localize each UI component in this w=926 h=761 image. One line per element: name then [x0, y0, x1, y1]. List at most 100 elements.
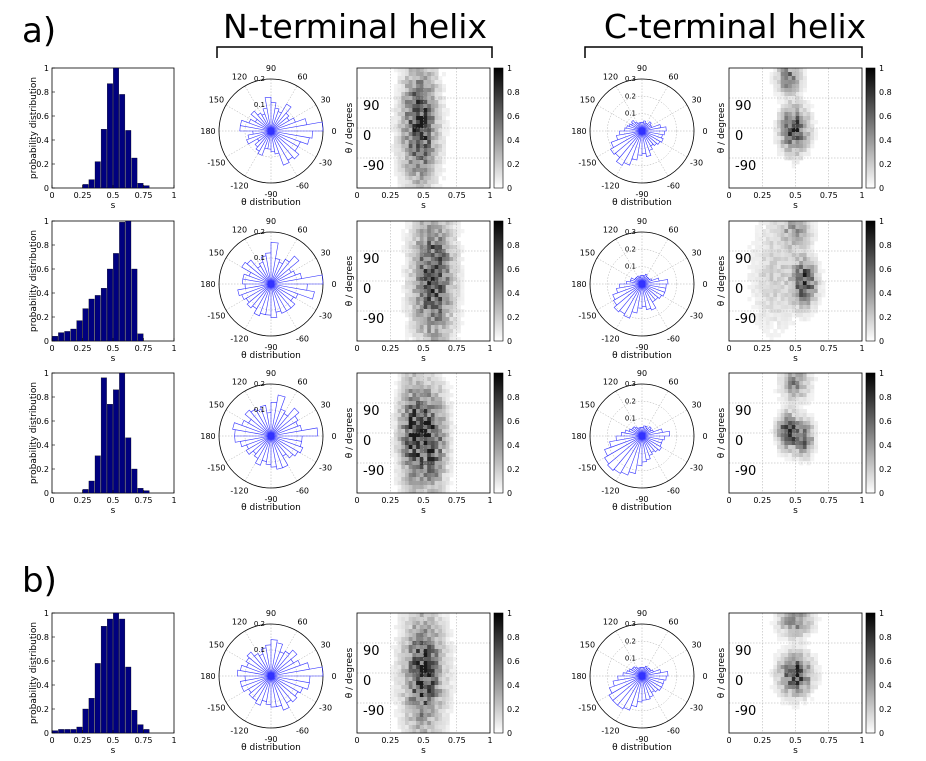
heatmap-cell: [788, 313, 793, 318]
heatmap-cell: [401, 229, 406, 234]
heatmap-cell: [430, 649, 435, 654]
heatmap-cell: [405, 68, 409, 73]
heatmap-cell: [769, 257, 774, 262]
heatmap-cell: [773, 273, 778, 278]
heatmap-cell: [449, 709, 454, 714]
polar-angle-label: 0: [702, 432, 707, 441]
heatmap-cell: [430, 225, 435, 230]
heatmap-cell: [419, 225, 424, 230]
heatmap-cell: [438, 76, 443, 81]
heatmap-cell: [434, 637, 439, 642]
colorbar-tick-label: 0.2: [507, 160, 520, 169]
heatmap-cell: [405, 136, 409, 141]
heatmap-cell: [445, 465, 450, 470]
heatmap-cell: [438, 421, 443, 426]
histogram-bar: [143, 490, 150, 494]
polar-angle-label: 180: [200, 127, 215, 136]
heatmap-cell: [427, 317, 432, 322]
heatmap-cell: [393, 409, 398, 414]
polar-x-label: θ distribution: [612, 743, 672, 753]
heatmap-cell: [442, 397, 446, 402]
heatmap-cell: [751, 261, 756, 266]
heatmap-cell: [438, 669, 443, 674]
heatmap-cell: [791, 257, 796, 262]
heatmap-cell: [419, 449, 424, 454]
histogram-bar: [100, 129, 107, 189]
heatmap-cell: [401, 84, 406, 89]
heatmap-cell: [434, 104, 439, 109]
heatmap-cell: [423, 621, 428, 626]
heatmap-cell: [408, 693, 413, 698]
heatmap-cell: [408, 697, 413, 702]
heatmap-cell: [758, 221, 763, 226]
heatmap-cell: [788, 265, 793, 270]
heatmap-cell: [791, 84, 796, 89]
heatmap-cell: [393, 709, 398, 714]
heatmap-cell: [453, 281, 458, 286]
heatmap-cell: [806, 433, 811, 438]
y-tick-label: 0: [44, 489, 49, 498]
heatmap-cell: [780, 381, 785, 386]
heatmap-cell: [449, 669, 454, 674]
heatmap-cell: [784, 657, 789, 662]
heatmap-cell: [408, 645, 413, 650]
heatmap-cell: [780, 397, 785, 402]
heatmap-cell: [799, 421, 804, 426]
heatmap-cell: [434, 313, 439, 318]
y-tick-label: 0.6: [36, 417, 49, 426]
heatmap-cell: [810, 413, 815, 418]
heatmap-cell: [762, 257, 767, 262]
heatmap-cell: [791, 645, 796, 650]
heatmap-cell: [765, 229, 770, 234]
heatmap-cell: [754, 261, 759, 266]
heatmap-cell: [408, 281, 413, 286]
heatmap-cell: [799, 425, 804, 430]
heatmap-cell: [453, 309, 458, 314]
heatmap-cell: [397, 713, 402, 718]
heatmap-cell: [769, 233, 774, 238]
heatmap-cell: [434, 393, 439, 398]
heatmap-cell: [773, 72, 778, 77]
heatmap-cell: [401, 273, 406, 278]
polar-rose: [236, 639, 324, 711]
heatmap-cell: [765, 237, 770, 242]
heatmap-cell: [401, 677, 406, 682]
heatmap-cell: [791, 453, 796, 458]
histogram-bar: [131, 710, 138, 734]
heatmap-cell: [784, 441, 789, 446]
heatmap-cell: [442, 629, 446, 634]
heatmap-y-tick-label: -90: [735, 464, 756, 479]
heatmap-cell: [430, 433, 435, 438]
heatmap-cell: [405, 725, 409, 730]
heatmap-cell: [445, 457, 450, 462]
heatmap-y-label: θ / degrees: [345, 647, 355, 698]
heatmap-cell: [438, 449, 443, 454]
heatmap-cell: [427, 325, 432, 330]
heatmap-cell: [401, 100, 406, 105]
heatmap-cell: [427, 116, 432, 121]
heatmap-cell: [419, 477, 424, 482]
heatmap-cell: [412, 653, 417, 658]
heatmap-cell: [401, 661, 406, 666]
heatmap-cell: [802, 613, 807, 618]
heatmap-cell: [434, 645, 439, 650]
heatmap-cell: [449, 229, 454, 234]
heatmap-cell: [445, 108, 450, 113]
heatmap-cell: [434, 168, 439, 173]
heatmap-cell: [769, 80, 774, 85]
heatmap-cell: [769, 281, 774, 286]
heatmap-cell: [434, 649, 439, 654]
heatmap-cell: [780, 445, 785, 450]
heatmap-cell: [784, 453, 789, 458]
heatmap-cell: [799, 76, 804, 81]
heatmap-cell: [416, 164, 421, 169]
heatmap-cell: [419, 461, 424, 466]
heatmap-cell: [430, 405, 435, 410]
heatmap-y-tick-label: 0: [363, 282, 371, 297]
heatmap-cell: [430, 68, 435, 73]
colorbar-tick-label: 0.4: [879, 289, 892, 298]
heatmap-cell: [408, 120, 413, 125]
heatmap-x-tick-label: 0.75: [820, 344, 838, 353]
heatmap-cell: [408, 441, 413, 446]
heatmap-cell: [423, 333, 428, 338]
